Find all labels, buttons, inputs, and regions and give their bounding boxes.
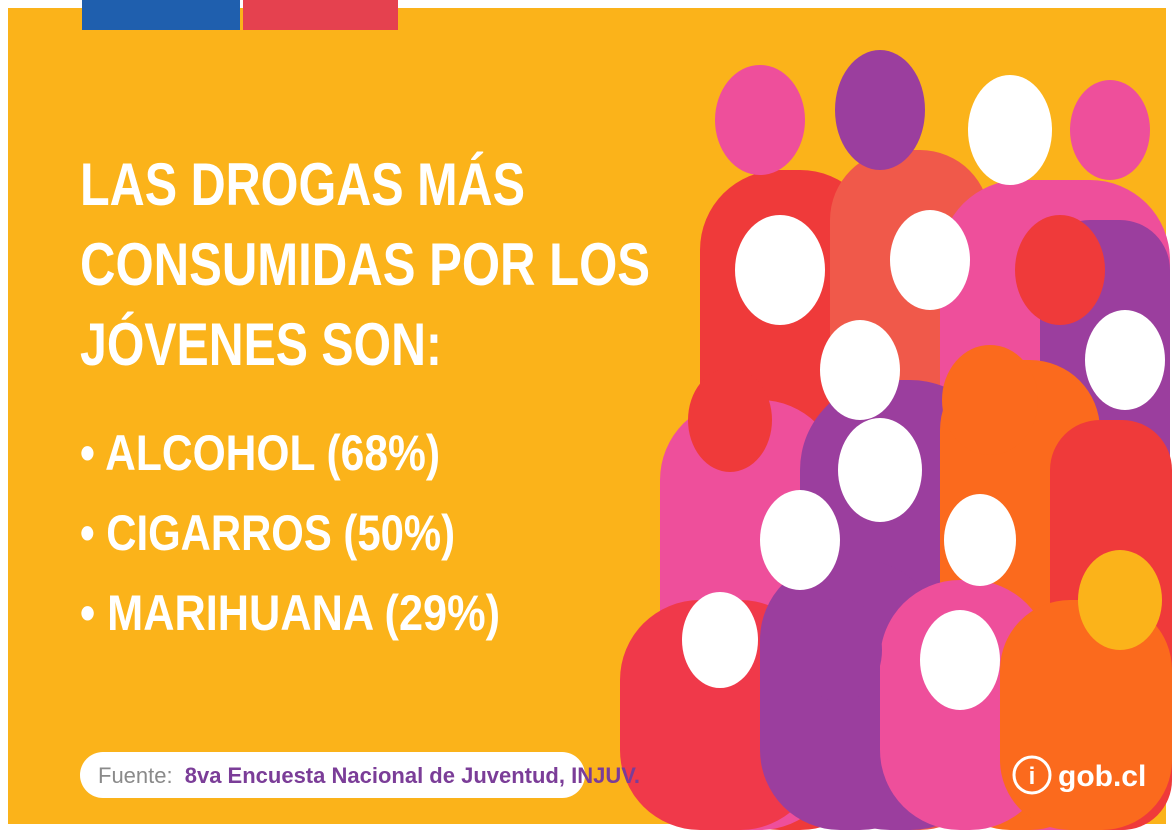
items: • ALCOHOL (68%) • CIGARROS (50%) • MARIH… [80, 425, 500, 641]
crowd-illustration [620, 50, 1172, 830]
logo-icon: i [1029, 763, 1036, 790]
list-item: • CIGARROS (50%) [80, 505, 455, 561]
logo: i gob.cl [1012, 755, 1146, 795]
source-name: 8va Encuesta Nacional de Juventud, INJUV… [185, 763, 640, 788]
title-line: LAS DROGAS MÁS [80, 151, 525, 218]
source: Fuente: 8va Encuesta Nacional de Juventu… [80, 752, 640, 798]
source-label: Fuente: [98, 763, 173, 788]
list-item: • ALCOHOL (68%) [80, 425, 440, 481]
title-line: CONSUMIDAS POR LOS [80, 231, 650, 298]
list-item: • MARIHUANA (29%) [80, 585, 500, 641]
title-line: JÓVENES SON: [80, 311, 442, 378]
flag-red [243, 0, 398, 30]
title: LAS DROGAS MÁS CONSUMIDAS POR LOS JÓVENE… [80, 151, 650, 378]
source-pill [80, 752, 585, 798]
source-text: Fuente: 8va Encuesta Nacional de Juventu… [98, 763, 640, 788]
flag-blue [82, 0, 240, 30]
logo-text: gob.cl [1058, 760, 1146, 793]
logo-circle [1012, 755, 1052, 795]
